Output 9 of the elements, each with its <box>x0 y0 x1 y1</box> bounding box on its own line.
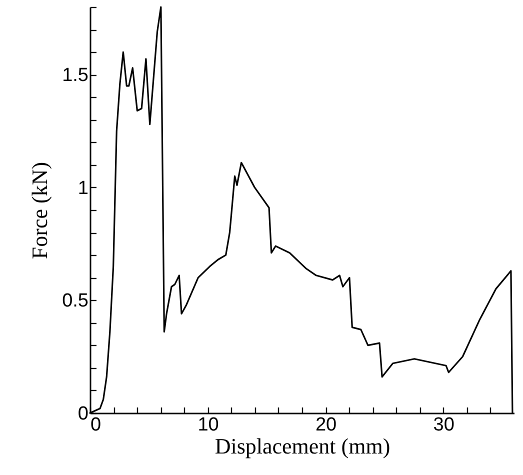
y-tick-label: 0.5 <box>62 290 88 312</box>
y-axis-title: Force (kN) <box>27 162 52 260</box>
y-tick-label: 1.5 <box>62 65 88 86</box>
x-tick-label: 10 <box>198 414 219 436</box>
x-tick-label: 0 <box>90 414 102 436</box>
x-tick-label: 20 <box>315 414 337 436</box>
x-tick-label: 30 <box>433 414 454 436</box>
x-axis-title: Displacement (mm) <box>214 434 390 458</box>
y-tick-label: 1 <box>78 178 88 199</box>
